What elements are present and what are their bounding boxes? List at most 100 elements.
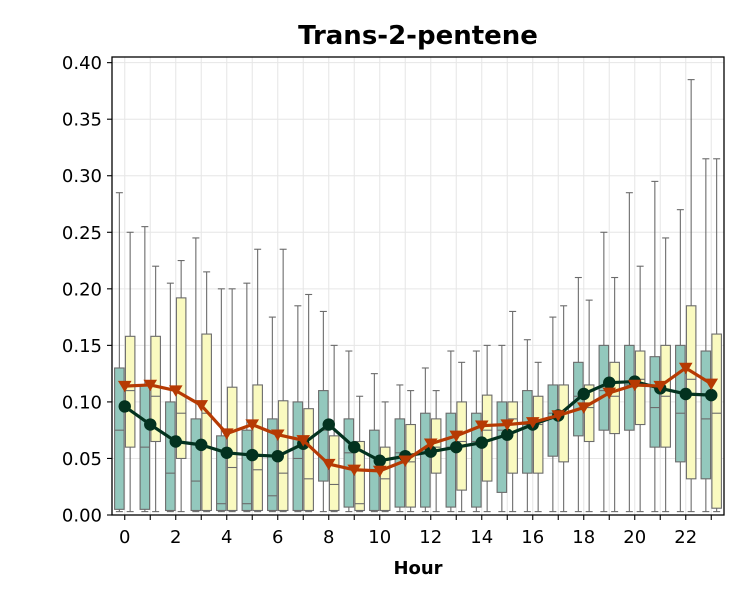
chart-title: Trans-2-pentene [298,21,538,51]
box-body [241,429,253,512]
plot-frame [111,56,725,516]
x-tick-label: 20 [623,527,646,548]
box-body [558,384,569,463]
box-body [292,401,304,512]
box-body [124,335,136,448]
box-body [190,418,202,512]
mean-point [474,420,489,432]
box-plot [532,361,544,513]
box-body [583,384,595,443]
box-body [354,440,365,512]
box-plot [114,192,125,513]
box-body [343,418,355,508]
x-tick-label: 14 [470,527,493,548]
mean-point [398,455,413,467]
box-plot [124,231,136,513]
x-axis-label: Hour [393,558,442,579]
y-tick-label: 0.40 [62,53,102,74]
y-tick-label: 0.25 [62,223,102,244]
box-body [532,395,544,474]
mean-point [450,440,463,454]
y-tick-label: 0.20 [62,279,102,300]
x-tick-label: 18 [572,527,595,548]
box-body [114,367,125,510]
mean-point [143,379,158,392]
mean-point [144,418,157,431]
mean-point [117,380,132,393]
mean-point [118,400,131,413]
x-tick-label: 8 [323,527,334,548]
mean-point [705,388,718,402]
x-tick-label: 0 [119,527,130,548]
box-body [252,384,263,512]
x-tick-label: 4 [221,527,232,548]
mean-point [449,430,464,443]
box-body [405,423,416,508]
box-body [267,418,278,512]
box-body [318,390,329,482]
box-body [634,350,646,426]
box-body [175,297,187,460]
box-plot [328,344,340,513]
box-plot [660,237,671,513]
mean-point [602,387,617,400]
box-body [165,401,176,512]
mean-point [525,417,540,429]
box-plot [303,293,314,513]
mean-point [169,435,182,448]
mean-point [220,446,233,460]
box-plot [267,316,278,513]
mean-point [576,402,591,414]
box-body [328,435,340,512]
box-plot [558,305,569,513]
mean-point [678,362,693,375]
box-body [496,401,508,493]
box-body [303,408,314,512]
box-body [609,361,620,435]
mean-point [270,429,285,441]
mean-point [245,419,260,431]
mean-point [347,464,362,476]
mean-point [475,436,488,449]
x-tick-label: 2 [170,527,181,548]
mean-point [322,418,335,431]
mean-point [653,380,668,393]
grid [112,57,724,516]
box-plot [292,305,304,513]
box-plot [175,260,187,513]
mean-point [271,449,284,463]
box-plot [649,180,661,513]
box-plot [583,299,595,513]
mean-point [704,378,719,391]
box-plot [711,158,722,513]
box-body [420,412,431,508]
mean-point [373,454,386,467]
mean-point [551,410,566,422]
mean-point [246,448,259,462]
mean-point [195,438,208,452]
mean-point [424,445,437,458]
box-body [700,350,712,480]
box-body [445,412,457,508]
x-tick-label: 22 [674,527,697,548]
x-tick-label: 12 [419,527,442,548]
mean-lines [117,362,719,478]
box-body [522,390,533,474]
box-plot [190,237,202,513]
mean-point [500,419,515,431]
y-tick-label: 0.15 [62,336,102,357]
mean-point [627,379,642,392]
box-plot [165,282,176,513]
box-plot [700,158,712,513]
x-tick-label: 10 [368,527,391,548]
box-plot [318,310,329,513]
mean-point [372,465,387,478]
mean-point [296,435,311,447]
box-body [201,333,212,512]
mean-point [219,428,234,440]
y-tick-label: 0.00 [62,506,102,527]
y-tick-label: 0.05 [62,449,102,470]
x-tick-label: 16 [521,527,544,548]
y-tick-label: 0.10 [62,392,102,413]
